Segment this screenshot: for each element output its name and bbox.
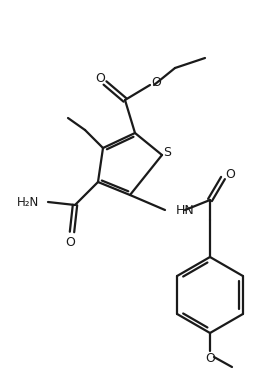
Text: O: O [225, 168, 235, 180]
Text: S: S [163, 147, 171, 160]
Text: H₂N: H₂N [17, 195, 39, 209]
Text: O: O [151, 76, 161, 89]
Text: O: O [205, 353, 215, 366]
Text: O: O [65, 236, 75, 249]
Text: HN: HN [176, 204, 195, 217]
Text: O: O [95, 73, 105, 86]
